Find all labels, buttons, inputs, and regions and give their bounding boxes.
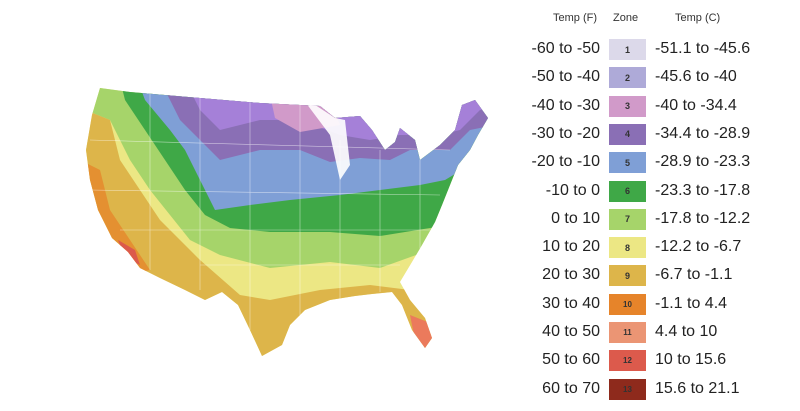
temp-f: 60 to 70 — [542, 379, 600, 397]
legend-row-zone-7: 0 to 10 7 -17.8 to -12.2 — [500, 208, 800, 232]
temp-f: -10 to 0 — [545, 181, 600, 199]
legend-row-zone-2: -50 to -40 2 -45.6 to -40 — [500, 66, 800, 90]
header-temp-f: Temp (F) — [553, 12, 597, 24]
zone-swatch: 10 — [609, 293, 646, 315]
hardiness-zone-map — [86, 88, 488, 356]
legend-row-zone-13: 60 to 70 13 15.6 to 21.1 — [500, 378, 800, 402]
zone-swatch: 11 — [609, 322, 646, 343]
zone-swatch: 12 — [609, 350, 646, 372]
temp-f: -60 to -50 — [531, 40, 600, 57]
zone-swatch: 3 — [609, 95, 646, 117]
temp-f: 0 to 10 — [551, 209, 600, 227]
zone-swatch: 5 — [609, 152, 646, 174]
zone-swatch: 1 — [609, 39, 646, 60]
temp-f: 20 to 30 — [542, 266, 600, 284]
temp-c: -51.1 to -45.6 — [655, 40, 751, 57]
temp-c: -12.2 to -6.7 — [655, 238, 742, 256]
temp-c: -28.9 to -23.3 — [655, 153, 751, 171]
temp-c: 15.6 to 21.1 — [655, 379, 740, 397]
temp-f: -40 to -30 — [531, 96, 600, 114]
state-borders — [89, 90, 451, 330]
legend-row-zone-10: 30 to 40 10 -1.1 to 4.4 — [500, 293, 800, 317]
temp-c: -6.7 to -1.1 — [655, 266, 733, 284]
temp-c: -23.3 to -17.8 — [655, 181, 751, 199]
temp-c: 4.4 to 10 — [655, 323, 718, 340]
temp-f: 10 to 20 — [542, 238, 600, 256]
temp-c: -45.6 to -40 — [655, 68, 737, 86]
temp-c: -1.1 to 4.4 — [655, 294, 728, 312]
zone-swatch: 4 — [609, 123, 646, 145]
legend-row-zone-4: -30 to -20 4 -34.4 to -28.9 — [500, 123, 800, 147]
great-lakes — [300, 95, 350, 180]
temp-f: 40 to 50 — [542, 323, 600, 340]
legend-row-zone-3: -40 to -30 3 -40 to -34.4 — [500, 95, 800, 119]
legend-row-zone-6: -10 to 0 6 -23.3 to -17.8 — [500, 180, 800, 204]
legend-row-zone-5: -20 to -10 5 -28.9 to -23.3 — [500, 151, 800, 175]
header-temp-c: Temp (C) — [675, 12, 721, 24]
header-zone: Zone — [613, 12, 639, 24]
temp-c: -17.8 to -12.2 — [655, 209, 751, 227]
legend-row-zone-12: 50 to 60 12 10 to 15.6 — [500, 349, 800, 373]
temp-c: -40 to -34.4 — [655, 96, 737, 114]
zone-swatch: 2 — [609, 67, 646, 89]
temp-f: 30 to 40 — [542, 294, 600, 312]
zone-swatch: 6 — [609, 180, 646, 202]
zone-swatch: 9 — [609, 265, 646, 287]
zone-12-area — [118, 240, 140, 265]
temp-f: -50 to -40 — [531, 68, 600, 86]
temp-c: -34.4 to -28.9 — [655, 124, 751, 142]
temp-f: -30 to -20 — [531, 124, 600, 142]
legend-row-zone-11: 40 to 50 11 4.4 to 10 — [500, 321, 800, 345]
legend-row-zone-9: 20 to 30 9 -6.7 to -1.1 — [500, 264, 800, 288]
zone-swatch: 8 — [609, 237, 646, 259]
legend-row-zone-8: 10 to 20 8 -12.2 to -6.7 — [500, 236, 800, 260]
temp-f: -20 to -10 — [531, 153, 600, 171]
temp-c: 10 to 15.6 — [655, 351, 727, 369]
zone-11-area — [410, 315, 435, 356]
zone-swatch: 13 — [609, 378, 646, 400]
temp-f: 50 to 60 — [542, 351, 600, 369]
legend-row-zone-1: -60 to -50 1 -51.1 to -45.6 — [500, 38, 800, 62]
zone-swatch: 7 — [609, 208, 646, 230]
